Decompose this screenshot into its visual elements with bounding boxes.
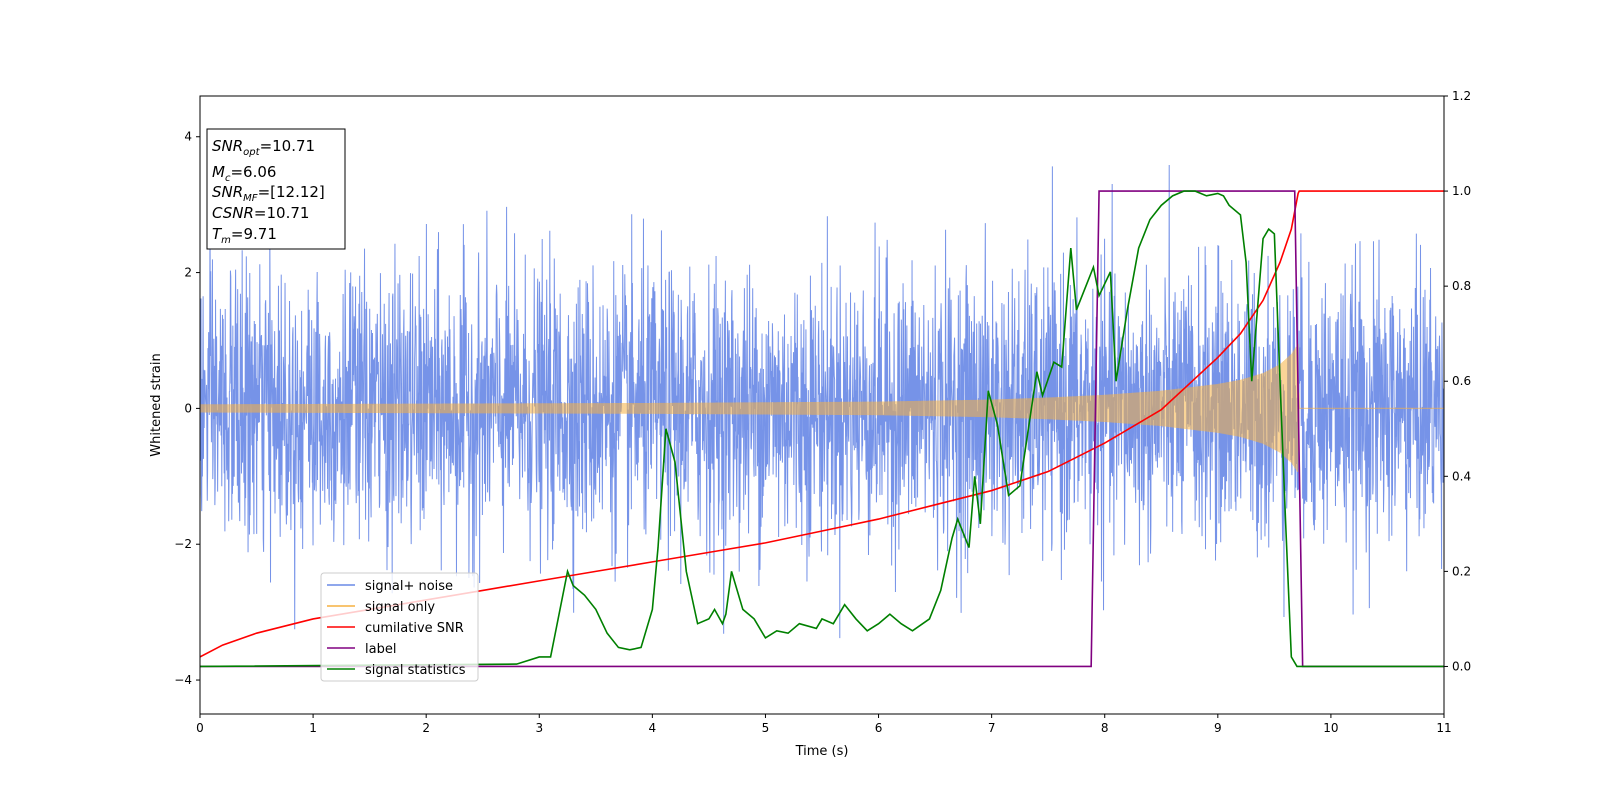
y-right-tick-label: 0.4	[1452, 469, 1471, 483]
legend-label-signal-noise: signal+ noise	[365, 579, 453, 594]
annotation-tm: Tm=9.71	[212, 225, 277, 246]
y-right-tick-label: 1.0	[1452, 184, 1471, 198]
y-right-tick-label: 0.2	[1452, 564, 1471, 578]
y-left-tick-label: −4	[174, 673, 192, 687]
legend-label-cumulative-snr: cumilative SNR	[365, 621, 464, 636]
x-tick-label: 11	[1436, 721, 1451, 735]
y-axis-right-ticks: 0.0 0.2 0.4 0.6 0.8 1.0 1.2	[1444, 89, 1471, 673]
signal-only-line	[200, 344, 1444, 473]
y-right-tick-label: 0.8	[1452, 279, 1471, 293]
y-right-tick-label: 1.2	[1452, 89, 1471, 103]
plot-frame	[199, 95, 1445, 715]
annotation-csnr: CSNR=10.71	[212, 204, 309, 222]
annotation-mc: Mc=6.06	[212, 163, 276, 184]
y-left-tick-label: 0	[184, 401, 192, 415]
x-tick-label: 6	[875, 721, 883, 735]
x-tick-label: 5	[762, 721, 770, 735]
y-axis-label: Whitened strain	[149, 353, 164, 456]
x-tick-label: 4	[649, 721, 657, 735]
x-tick-label: 1	[309, 721, 317, 735]
series-signal-statistics-line	[200, 190, 1444, 668]
series-signal-only	[200, 344, 1444, 473]
y-left-tick-label: 4	[184, 130, 192, 144]
x-tick-label: 0	[196, 721, 204, 735]
x-tick-label: 2	[422, 721, 430, 735]
annotation-snr-mf: SNRMF=[12.12]	[212, 183, 325, 204]
x-tick-label: 3	[535, 721, 543, 735]
x-axis-label: Time (s)	[795, 744, 849, 759]
legend: signal+ noise signal only cumilative SNR…	[320, 572, 479, 682]
y-left-tick-label: −2	[174, 537, 192, 551]
x-axis-ticks: 0 1 2 3 4 5 6 7 8 9 10 11	[196, 714, 1452, 735]
x-tick-label: 7	[988, 721, 996, 735]
x-tick-label: 10	[1323, 721, 1338, 735]
legend-label-label: label	[365, 642, 396, 657]
x-tick-label: 9	[1214, 721, 1222, 735]
x-tick-label: 8	[1101, 721, 1109, 735]
y-right-tick-label: 0.0	[1452, 659, 1471, 673]
y-left-tick-label: 2	[184, 266, 192, 280]
y-axis-left-ticks: −4 −2 0 2 4	[174, 130, 200, 687]
legend-label-signal-statistics: signal statistics	[365, 663, 466, 678]
y-right-tick-label: 0.6	[1452, 374, 1471, 388]
annotation-snr-opt: SNRopt=10.71	[212, 137, 315, 158]
legend-label-signal-only: signal only	[365, 600, 435, 615]
annotation-box: SNRopt=10.71 Mc=6.06 SNRMF=[12.12] CSNR=…	[206, 128, 346, 250]
